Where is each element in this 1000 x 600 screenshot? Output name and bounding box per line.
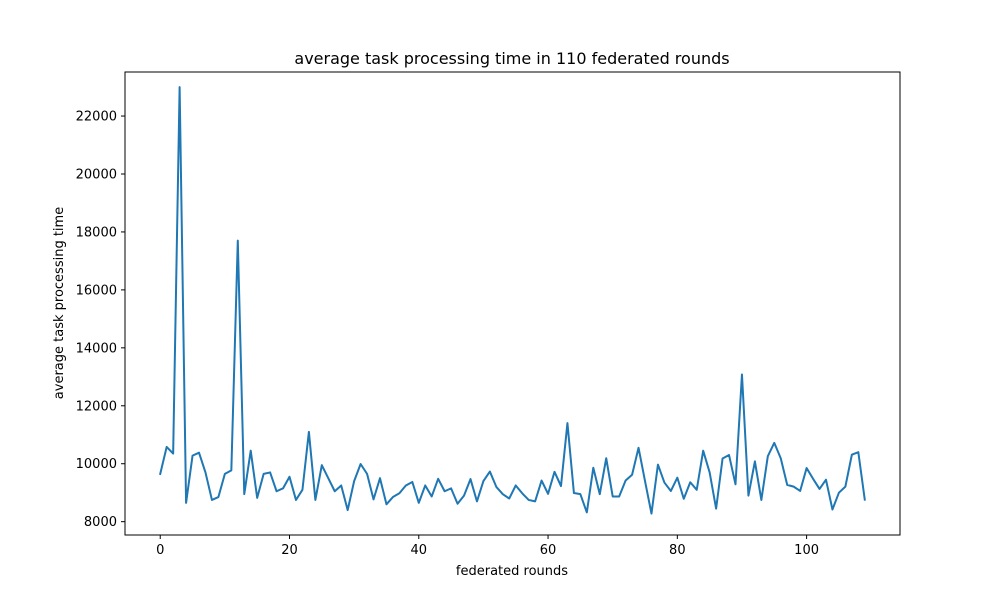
x-tick-label: 100 (794, 543, 819, 558)
plot-layer (159, 86, 866, 515)
y-tick-label: 12000 (76, 399, 117, 414)
y-axis-label: average task processing time (52, 207, 67, 399)
y-tick-label: 8000 (84, 515, 117, 530)
x-tick-label: 0 (156, 543, 164, 558)
plot-area-frame (124, 71, 901, 536)
y-tick-label: 14000 (76, 341, 117, 356)
x-tick-label: 60 (540, 543, 557, 558)
x-tick-label: 40 (411, 543, 428, 558)
y-tick-label: 22000 (76, 110, 117, 125)
y-axis-ticks: 8000 10000 12000 14000 16000 18000 20000 22000 (76, 110, 125, 530)
series-line-0 (159, 86, 866, 515)
y-tick-label: 16000 (76, 283, 117, 298)
y-tick-label: 10000 (76, 457, 117, 472)
y-tick-label: 20000 (76, 167, 117, 182)
x-tick-label: 80 (669, 543, 686, 558)
y-tick-label: 18000 (76, 225, 117, 240)
x-axis-ticks: 0 20 40 60 80 100 (156, 535, 819, 558)
chart-title: average task processing time in 110 fede… (294, 49, 729, 68)
x-tick-label: 20 (281, 543, 298, 558)
x-axis-label: federated rounds (456, 564, 568, 579)
